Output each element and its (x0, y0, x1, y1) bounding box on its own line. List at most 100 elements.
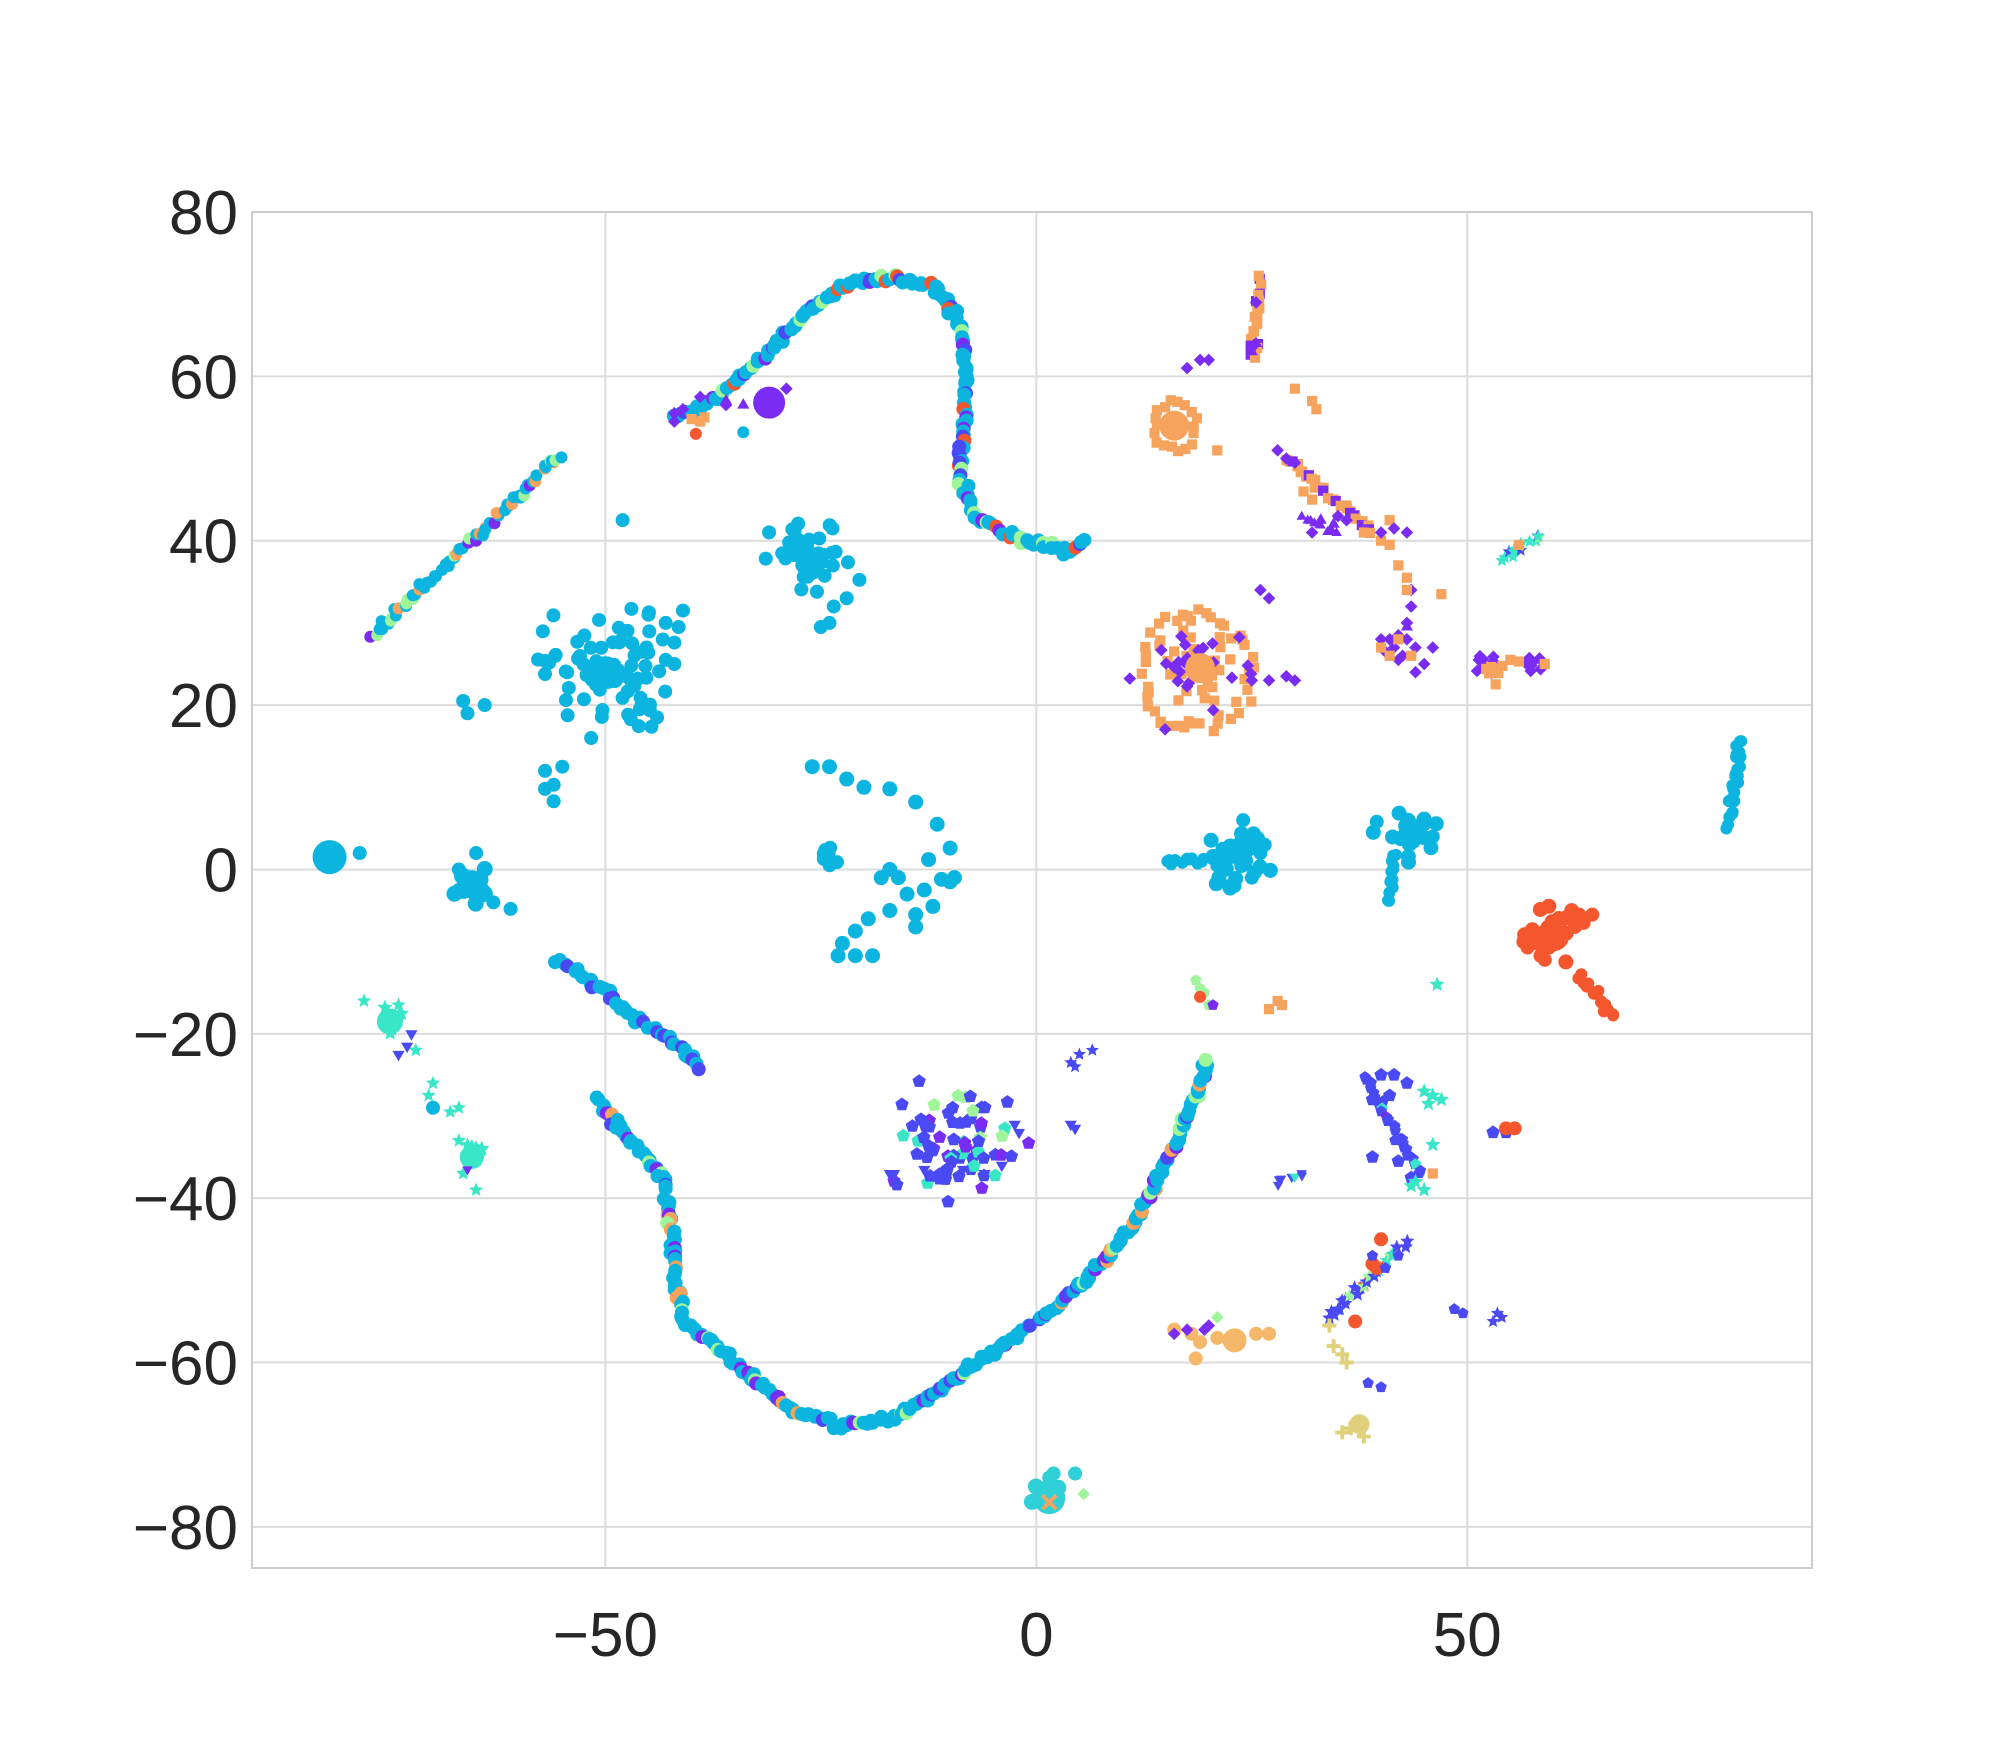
y-tick-label: −80 (133, 1494, 238, 1563)
data-point (953, 1116, 967, 1129)
data-point (1338, 1291, 1353, 1306)
data-point (1198, 1052, 1213, 1067)
y-tick-label: 0 (204, 836, 238, 905)
data-point (882, 903, 898, 919)
data-point (1194, 990, 1207, 1003)
data-point (589, 656, 622, 689)
data-point (1150, 413, 1161, 424)
data-point (1233, 708, 1245, 719)
data-point (1558, 954, 1574, 970)
data-point (462, 1166, 473, 1176)
data-point (1420, 1095, 1437, 1111)
data-point (840, 555, 855, 570)
data-point (1166, 441, 1178, 452)
data-point (830, 948, 846, 964)
data-point (975, 1181, 989, 1194)
data-point (1158, 440, 1170, 451)
data-point (1417, 817, 1432, 832)
data-point (1401, 572, 1413, 583)
data-point (1387, 1067, 1401, 1081)
data-point (775, 546, 790, 561)
data-point (1214, 632, 1225, 643)
data-point (1592, 984, 1605, 997)
data-point (592, 612, 607, 627)
y-tick-label: −60 (133, 1330, 238, 1399)
data-point (1238, 853, 1254, 869)
data-point (1252, 859, 1268, 875)
data-point (531, 652, 546, 667)
data-point (1493, 667, 1504, 679)
data-point (451, 862, 466, 877)
data-point (1225, 671, 1239, 684)
data-point (1726, 806, 1739, 819)
data-point (1392, 1249, 1404, 1261)
data-point (1280, 670, 1293, 683)
data-point (1256, 279, 1267, 290)
data-point (978, 1100, 992, 1114)
data-point (1225, 713, 1236, 724)
data-point (1374, 1067, 1388, 1081)
data-point (812, 531, 827, 546)
data-point (451, 1100, 466, 1114)
data-point (1338, 1296, 1353, 1310)
data-point (1487, 655, 1500, 668)
data-point (1532, 901, 1548, 917)
data-point (1391, 1154, 1405, 1167)
data-point (1288, 674, 1302, 687)
data-point (1169, 646, 1180, 657)
data-point (1239, 639, 1250, 650)
data-point (1537, 919, 1570, 952)
data-point (1249, 296, 1263, 309)
data-point (1429, 976, 1445, 991)
data-point (753, 386, 786, 419)
data-point (1427, 1168, 1438, 1179)
data-point (816, 851, 831, 866)
data-point (1433, 1091, 1449, 1107)
data-point (890, 1177, 904, 1191)
data-point (456, 1166, 471, 1180)
data-point (927, 1098, 941, 1111)
data-point (1123, 672, 1137, 685)
data-point (689, 427, 702, 440)
data-point (1383, 633, 1396, 646)
data-point (1400, 633, 1414, 646)
data-point (668, 415, 681, 428)
data-points (312, 268, 1748, 1515)
data-point (1171, 674, 1185, 688)
data-point (1335, 1425, 1350, 1440)
data-point (856, 779, 872, 795)
data-point (1177, 609, 1188, 620)
data-point (1197, 685, 1208, 696)
data-point (1272, 1181, 1284, 1191)
data-point (476, 861, 493, 878)
data-point (1165, 395, 1176, 406)
data-point (1212, 718, 1223, 729)
data-point (641, 645, 656, 660)
data-point (1382, 894, 1395, 907)
data-point (1179, 400, 1190, 411)
data-point (1400, 620, 1413, 631)
data-point (971, 1134, 986, 1147)
data-point (570, 634, 585, 649)
data-point (1149, 428, 1160, 439)
data-point (624, 601, 639, 616)
data-point (1735, 735, 1748, 748)
data-point (977, 1151, 991, 1164)
data-point (1202, 353, 1215, 367)
data-point (1506, 549, 1520, 563)
plot-frame (251, 211, 1813, 1569)
data-point (1539, 658, 1550, 670)
data-point (1385, 829, 1401, 845)
data-point (942, 840, 958, 856)
data-point (910, 1147, 924, 1160)
data-point (1245, 674, 1259, 687)
data-point (1202, 679, 1213, 690)
data-point (1159, 410, 1190, 441)
data-point (1143, 681, 1154, 692)
data-point (1233, 631, 1246, 644)
data-point (1425, 1136, 1441, 1152)
y-tick-label: −40 (133, 1165, 238, 1234)
data-point (1374, 1232, 1389, 1247)
data-point (667, 635, 682, 650)
data-point (963, 1089, 977, 1103)
